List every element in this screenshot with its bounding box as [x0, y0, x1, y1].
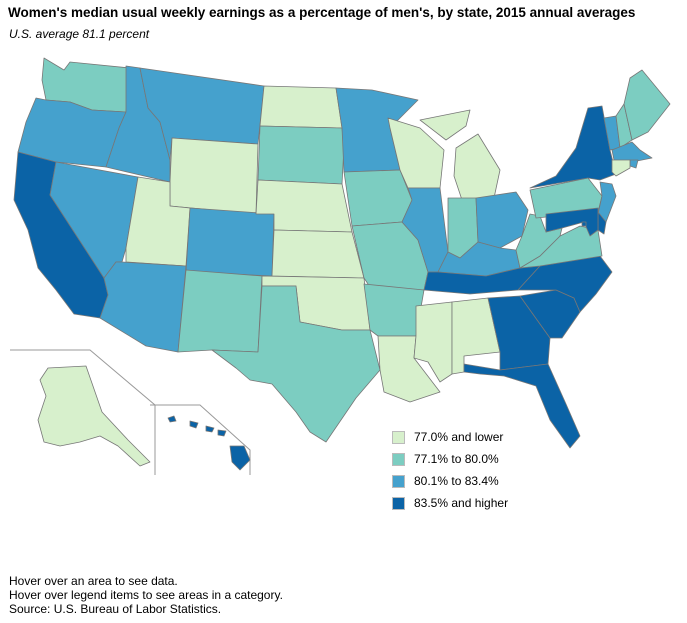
- legend: 77.0% and lower 77.1% to 80.0% 80.1% to …: [392, 426, 508, 514]
- legend-item-0[interactable]: 77.0% and lower: [392, 426, 508, 448]
- legend-item-2[interactable]: 80.1% to 83.4%: [392, 470, 508, 492]
- legend-swatch: [392, 496, 405, 510]
- hawaii-inset-border: [150, 404, 251, 475]
- state-AK[interactable]: [37, 365, 151, 467]
- state-AZ[interactable]: [99, 261, 187, 353]
- legend-label: 83.5% and higher: [414, 496, 509, 510]
- legend-swatch: [392, 452, 405, 466]
- state-CO[interactable]: [185, 207, 275, 277]
- state-MD[interactable]: [545, 207, 599, 237]
- state-HI[interactable]: [167, 415, 251, 471]
- state-KS[interactable]: [271, 229, 365, 279]
- state-WY[interactable]: [169, 137, 259, 215]
- state-AR[interactable]: [363, 283, 425, 337]
- state-FL[interactable]: [463, 363, 581, 449]
- state-CT[interactable]: [611, 159, 631, 177]
- state-NY[interactable]: [529, 105, 617, 189]
- map-title: Women's median usual weekly earnings as …: [8, 5, 636, 20]
- source-note: Source: U.S. Bureau of Labor Statistics.: [9, 602, 222, 616]
- legend-swatch: [392, 474, 405, 488]
- state-ME[interactable]: [623, 69, 671, 141]
- legend-label: 77.0% and lower: [414, 430, 504, 444]
- footnotes: Hover over an area to see data. Hover ov…: [9, 574, 283, 616]
- hover-area-note: Hover over an area to see data.: [9, 574, 178, 588]
- legend-label: 80.1% to 83.4%: [414, 474, 499, 488]
- state-TX[interactable]: [211, 285, 381, 443]
- state-RI[interactable]: [629, 159, 639, 169]
- state-DC[interactable]: [581, 221, 587, 227]
- legend-item-1[interactable]: 77.1% to 80.0%: [392, 448, 508, 470]
- map-subtitle: U.S. average 81.1 percent: [9, 27, 150, 41]
- state-IA[interactable]: [343, 169, 413, 227]
- state-ND[interactable]: [259, 85, 343, 129]
- alaska-inset-border: [10, 349, 156, 475]
- legend-swatch: [392, 430, 405, 444]
- legend-label: 77.1% to 80.0%: [414, 452, 499, 466]
- state-NM[interactable]: [177, 269, 263, 353]
- state-SD[interactable]: [257, 125, 345, 185]
- us-state-map: [10, 57, 671, 475]
- legend-item-3[interactable]: 83.5% and higher: [392, 492, 508, 514]
- hover-legend-note: Hover over legend items to see areas in …: [9, 588, 283, 602]
